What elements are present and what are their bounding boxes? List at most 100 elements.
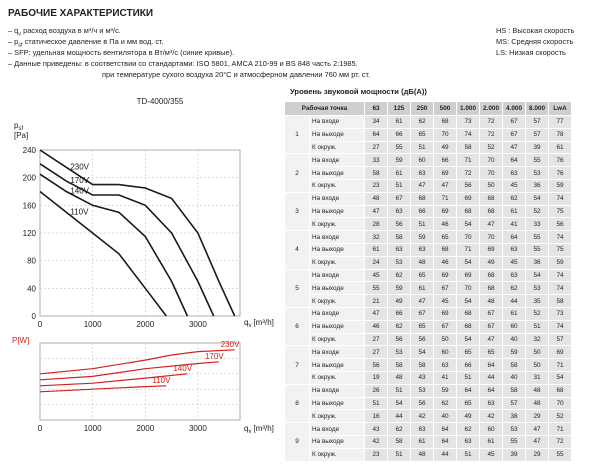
value-cell: 73 xyxy=(548,306,572,321)
table-row: На выходе 42 58 61 64 63 61 55 47 72 xyxy=(285,434,572,449)
value-cell: 62 xyxy=(502,191,526,206)
value-cell: 56 xyxy=(364,358,388,372)
value-cell: 54 xyxy=(456,332,480,347)
value-cell: 55 xyxy=(548,447,572,462)
value-cell: 36 xyxy=(525,178,549,193)
table-row: К окруж. 23 51 48 44 51 45 39 29 55 xyxy=(285,447,572,462)
value-cell: 47 xyxy=(525,422,549,436)
table-row: 7 На входе 27 53 54 60 65 65 59 50 69 xyxy=(284,345,572,385)
value-cell: 58 xyxy=(548,294,572,308)
x-tick-label: 2000 xyxy=(136,424,154,433)
value-cell: 42 xyxy=(410,409,434,424)
value-cell: 68 xyxy=(479,191,503,206)
x-tick-label: 3000 xyxy=(189,320,207,329)
value-cell: 52 xyxy=(548,409,572,424)
value-cell: 33 xyxy=(525,217,549,232)
value-cell: 71 xyxy=(433,191,457,206)
note: – psf статическое давление в Па и мм вод… xyxy=(8,37,164,49)
value-cell: 68 xyxy=(456,306,480,321)
value-cell: 48 xyxy=(525,383,549,398)
row-label: К окруж. xyxy=(309,447,365,462)
value-cell: 51 xyxy=(364,396,388,411)
value-cell: 44 xyxy=(433,447,457,462)
value-cell: 47 xyxy=(502,140,526,155)
row-label: К окруж. xyxy=(309,255,365,270)
series-line xyxy=(39,373,188,387)
value-cell: 59 xyxy=(433,383,457,398)
row-label: На выходе xyxy=(309,396,365,411)
value-cell: 16 xyxy=(364,409,388,424)
value-cell: 68 xyxy=(456,319,480,334)
value-cell: 50 xyxy=(479,178,503,193)
sound-table: Рабочая точка 63 125 250 500 1.000 2.000 4.000 8… xyxy=(284,101,572,462)
value-cell: 55 xyxy=(387,140,411,155)
row-label: К окруж. xyxy=(309,140,365,155)
value-cell: 51 xyxy=(456,447,480,462)
value-cell: 36 xyxy=(525,255,549,270)
value-cell: 68 xyxy=(410,191,434,206)
header-cell: 250 xyxy=(410,101,434,116)
row-label: На входе xyxy=(309,153,365,168)
header-row: Рабочая точка 63 125 250 500 1.000 2.000 4.000 8… xyxy=(284,101,572,116)
value-cell: 34 xyxy=(364,115,388,129)
value-cell: 39 xyxy=(525,140,549,155)
table-row: 9 На входе 43 62 63 64 62 60 53 47 71 xyxy=(284,422,572,462)
value-cell: 68 xyxy=(548,383,572,398)
plot-area xyxy=(39,342,241,421)
value-cell: 38 xyxy=(502,409,526,424)
value-cell: 59 xyxy=(410,230,434,244)
table-row: На выходе 47 63 66 69 68 68 61 52 75 xyxy=(285,204,572,219)
row-label: На выходе xyxy=(309,358,365,372)
value-cell: 59 xyxy=(387,153,411,168)
note: – SFP: удельная мощность вентилятора в В… xyxy=(8,48,235,57)
value-cell: 74 xyxy=(548,319,572,334)
value-cell: 76 xyxy=(548,166,572,180)
series-label: 230V xyxy=(70,162,89,171)
value-cell: 48 xyxy=(364,191,388,206)
table-row: На выходе 64 66 65 70 74 72 67 57 78 xyxy=(285,127,572,142)
value-cell: 52 xyxy=(479,140,503,155)
value-cell: 59 xyxy=(387,281,411,296)
value-cell: 47 xyxy=(433,178,457,193)
row-label: К окруж. xyxy=(309,294,365,308)
value-cell: 59 xyxy=(502,345,526,360)
series-line xyxy=(39,163,215,317)
value-cell: 41 xyxy=(433,370,457,385)
value-cell: 68 xyxy=(456,204,480,219)
table-row: К окруж. 27 56 56 50 54 47 40 32 57 xyxy=(285,332,572,347)
value-cell: 52 xyxy=(525,204,549,219)
value-cell: 53 xyxy=(387,255,411,270)
value-cell: 69 xyxy=(456,191,480,206)
value-cell: 58 xyxy=(502,383,526,398)
value-cell: 75 xyxy=(548,242,572,257)
table-row: 6 На входе 47 66 67 69 68 67 61 52 73 xyxy=(284,306,572,347)
value-cell: 58 xyxy=(387,434,411,449)
row-label: На входе xyxy=(309,345,365,360)
value-cell: 58 xyxy=(502,358,526,372)
value-cell: 54 xyxy=(456,255,480,270)
value-cell: 78 xyxy=(548,127,572,142)
value-cell: 70 xyxy=(456,281,480,296)
series-label: 170V xyxy=(205,352,224,361)
charts: TD-4000/355 psf [Pa] qv [m³/h] P[W] qv [m³/… xyxy=(12,97,274,435)
value-cell: 69 xyxy=(456,268,480,283)
value-cell: 64 xyxy=(479,358,503,372)
header-cell: Рабочая точка xyxy=(284,101,365,116)
x-axis-label: qv [m³/h] xyxy=(244,424,274,435)
value-cell: 61 xyxy=(502,204,526,219)
value-cell: 29 xyxy=(525,447,549,462)
header-cell: 8.000 xyxy=(525,101,549,116)
table-row: К окруж. 19 48 43 41 51 44 40 31 54 xyxy=(285,370,572,385)
value-cell: 40 xyxy=(502,370,526,385)
value-cell: 67 xyxy=(479,319,503,334)
value-cell: 62 xyxy=(387,268,411,283)
value-cell: 42 xyxy=(364,434,388,449)
value-cell: 68 xyxy=(479,281,503,296)
value-cell: 56 xyxy=(548,217,572,232)
value-cell: 74 xyxy=(456,127,480,142)
value-cell: 64 xyxy=(502,230,526,244)
value-cell: 63 xyxy=(502,166,526,180)
value-cell: 35 xyxy=(525,294,549,308)
y-tick-label: 200 xyxy=(23,174,37,183)
